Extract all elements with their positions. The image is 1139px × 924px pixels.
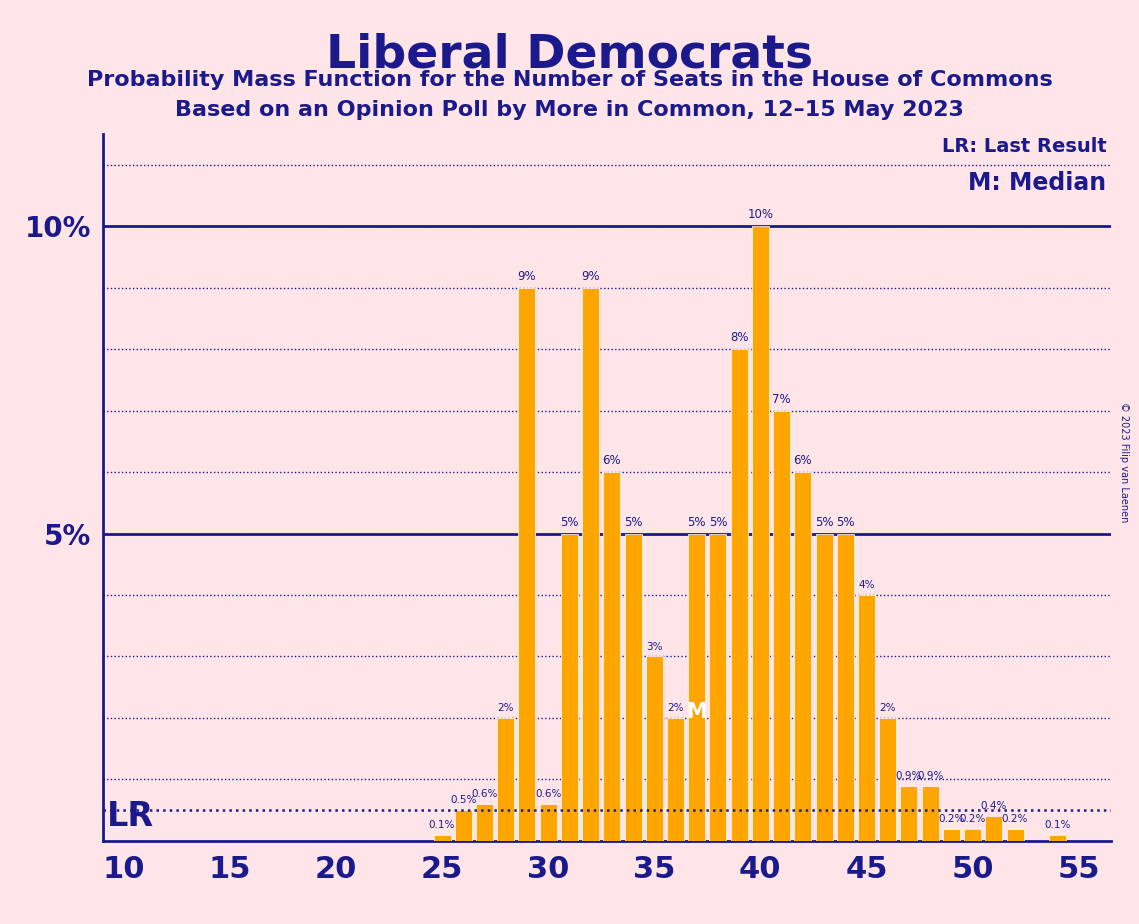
Bar <box>730 349 747 841</box>
Text: 3%: 3% <box>646 641 663 651</box>
Text: 0.9%: 0.9% <box>917 771 943 781</box>
Bar <box>858 595 875 841</box>
Bar <box>518 287 535 841</box>
Text: Based on an Opinion Poll by More in Common, 12–15 May 2023: Based on an Opinion Poll by More in Comm… <box>175 100 964 120</box>
Bar <box>498 718 514 841</box>
Text: 4%: 4% <box>858 580 875 590</box>
Text: Liberal Democrats: Liberal Democrats <box>326 32 813 78</box>
Bar <box>624 533 641 841</box>
Text: © 2023 Filip van Laenen: © 2023 Filip van Laenen <box>1120 402 1129 522</box>
Text: 0.2%: 0.2% <box>1002 814 1029 823</box>
Bar <box>710 533 727 841</box>
Bar <box>921 785 939 841</box>
Bar <box>964 829 981 841</box>
Text: 5%: 5% <box>688 516 706 529</box>
Bar <box>434 834 451 841</box>
Bar <box>1007 829 1024 841</box>
Bar <box>752 226 769 841</box>
Text: 5%: 5% <box>624 516 642 529</box>
Bar <box>688 533 705 841</box>
Bar <box>646 656 663 841</box>
Text: 5%: 5% <box>836 516 854 529</box>
Text: 0.6%: 0.6% <box>472 789 498 799</box>
Bar <box>560 533 577 841</box>
Text: LR: LR <box>107 800 154 833</box>
Text: 0.2%: 0.2% <box>959 814 985 823</box>
Text: M: M <box>687 701 707 722</box>
Bar <box>1049 834 1066 841</box>
Bar <box>794 472 811 841</box>
Bar <box>476 804 493 841</box>
Text: 0.1%: 0.1% <box>429 820 456 830</box>
Text: 10%: 10% <box>747 208 773 221</box>
Text: 0.5%: 0.5% <box>450 796 476 805</box>
Text: LR: Last Result: LR: Last Result <box>942 137 1106 156</box>
Bar <box>816 533 833 841</box>
Text: M: Median: M: Median <box>968 171 1106 195</box>
Text: 7%: 7% <box>772 393 790 406</box>
Text: 0.2%: 0.2% <box>939 814 965 823</box>
Text: 0.4%: 0.4% <box>981 801 1007 811</box>
Text: 0.1%: 0.1% <box>1044 820 1071 830</box>
Text: 0.9%: 0.9% <box>895 771 923 781</box>
Text: 5%: 5% <box>708 516 727 529</box>
Text: 6%: 6% <box>794 454 812 468</box>
Text: 5%: 5% <box>560 516 579 529</box>
Text: 5%: 5% <box>814 516 834 529</box>
Bar <box>667 718 685 841</box>
Text: 6%: 6% <box>603 454 621 468</box>
Text: 2%: 2% <box>879 703 896 713</box>
Bar <box>879 718 896 841</box>
Text: 0.6%: 0.6% <box>535 789 562 799</box>
Text: 2%: 2% <box>498 703 514 713</box>
Bar <box>604 472 621 841</box>
Text: 2%: 2% <box>667 703 683 713</box>
Bar <box>985 816 1002 841</box>
Bar <box>540 804 557 841</box>
Text: 8%: 8% <box>730 331 748 345</box>
Text: Probability Mass Function for the Number of Seats in the House of Commons: Probability Mass Function for the Number… <box>87 70 1052 91</box>
Bar <box>582 287 599 841</box>
Text: 9%: 9% <box>581 270 600 283</box>
Bar <box>454 810 472 841</box>
Bar <box>837 533 854 841</box>
Bar <box>943 829 960 841</box>
Text: 9%: 9% <box>517 270 536 283</box>
Bar <box>773 410 790 841</box>
Bar <box>901 785 917 841</box>
